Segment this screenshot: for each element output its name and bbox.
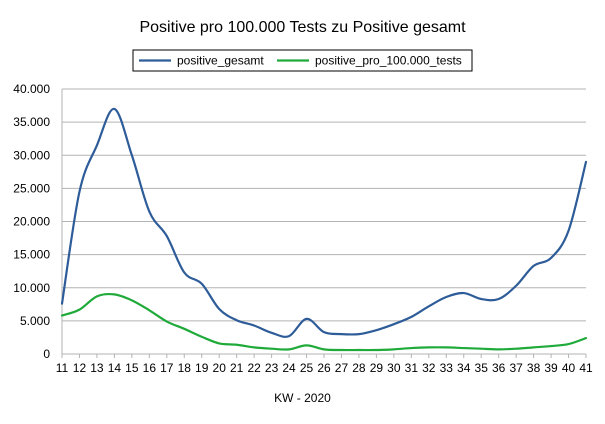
x-tick-label: 12 [73,361,87,375]
x-tick-label: 17 [160,361,174,375]
x-tick-label: 24 [282,361,296,375]
y-tick-label: 30.000 [13,148,50,162]
x-tick-label: 26 [317,361,331,375]
x-tick-label: 32 [422,361,436,375]
chart-title: Positive pro 100.000 Tests zu Positive g… [139,19,466,36]
x-tick-label: 14 [108,361,122,375]
y-tick-label: 20.000 [13,215,50,229]
y-tick-label: 35.000 [13,115,50,129]
x-axis-label: KW - 2020 [274,391,331,405]
legend-label: positive_gesamt [177,54,264,68]
x-tick-label: 19 [195,361,209,375]
x-tick-label: 33 [440,361,454,375]
x-tick-label: 34 [457,361,471,375]
x-tick-label: 41 [579,361,593,375]
x-tick-label: 18 [178,361,192,375]
x-tick-label: 16 [143,361,157,375]
legend-label: positive_pro_100.000_tests [315,54,462,68]
y-tick-label: 0 [43,347,50,361]
x-tick-label: 22 [247,361,261,375]
x-tick-label: 39 [544,361,558,375]
x-tick-label: 13 [90,361,104,375]
y-tick-label: 10.000 [13,281,50,295]
plot-area: 0 5.000 10.000 15.000 20.000 25.000 30.000 35.0… [13,82,593,375]
y-tick-label: 25.000 [13,181,50,195]
x-tick-label: 38 [527,361,541,375]
x-tick-label: 29 [370,361,384,375]
x-tick-label: 30 [387,361,401,375]
y-tick-label: 5.000 [20,314,50,328]
x-tick-label: 31 [405,361,419,375]
x-tick-label: 35 [475,361,489,375]
y-tick-label: 40.000 [13,82,50,96]
x-tick-label: 23 [265,361,279,375]
x-tick-label: 21 [230,361,244,375]
x-tick-label: 27 [335,361,349,375]
x-tick-label: 15 [125,361,139,375]
y-tick-label: 15.000 [13,248,50,262]
x-tick-label: 25 [300,361,314,375]
x-tick-label: 36 [492,361,506,375]
x-tick-label: 11 [56,361,69,375]
series-line-positive-pro-100-000-tests [60,292,588,352]
x-tick-label: 28 [352,361,366,375]
x-tick-label: 20 [213,361,227,375]
x-tick-label: 40 [562,361,576,375]
series-line-positive-gesamt [60,107,588,338]
legend: positive_gesamt positive_pro_100.000_test… [132,49,473,72]
x-tick-label: 37 [509,361,523,375]
